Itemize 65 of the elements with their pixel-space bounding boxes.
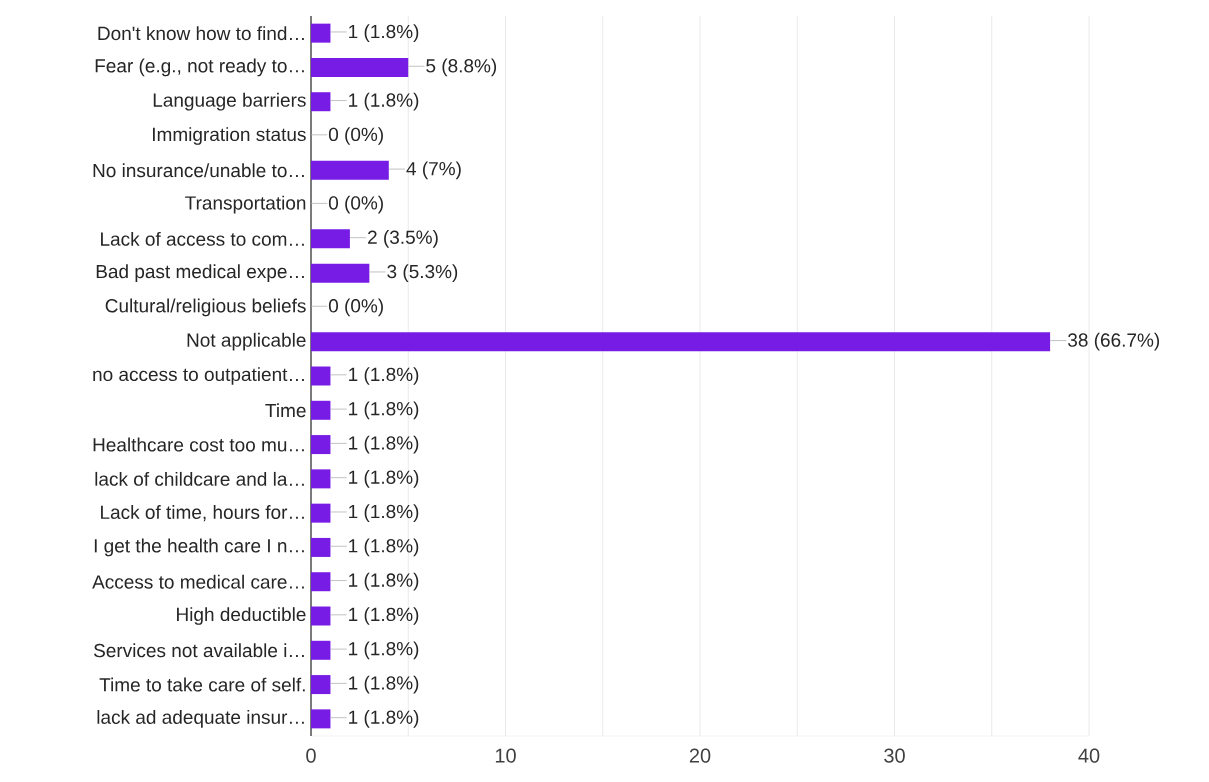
data-label: 1 (1.8%) — [349, 572, 419, 591]
x-tick-label: 20 — [689, 748, 711, 763]
data-label: 4 (7%) — [406, 161, 461, 180]
data-label: 5 (8.8%) — [426, 58, 497, 77]
bar — [311, 263, 370, 283]
bar — [311, 675, 331, 695]
data-label: 1 (1.8%) — [349, 435, 419, 454]
bar — [311, 640, 331, 660]
bar — [311, 160, 389, 180]
y-tick-label: Language barriers — [153, 92, 306, 111]
y-tick-label: High deductible — [177, 607, 306, 625]
y-tick-label: No insurance/unable to… — [93, 163, 304, 178]
data-label: 1 (1.8%) — [349, 92, 419, 111]
x-tick-label: 10 — [495, 748, 516, 763]
y-tick-label: no access to outpatient… — [93, 367, 304, 385]
y-tick-label: Access to medical care… — [92, 574, 304, 589]
data-label: 1 (1.8%) — [349, 401, 419, 420]
y-tick-label: Bad past medical expe… — [96, 264, 304, 282]
bar — [311, 366, 331, 386]
data-label: 1 (1.8%) — [349, 504, 419, 523]
data-label: 1 (1.8%) — [349, 675, 419, 694]
bar — [311, 23, 331, 43]
y-tick-label: Don't know how to find… — [98, 26, 304, 41]
y-tick-label: lack ad adequate insur… — [97, 710, 304, 728]
bar — [311, 57, 409, 77]
y-tick-label: Fear (e.g., not ready to… — [95, 58, 304, 77]
data-label: 3 (5.3%) — [387, 264, 458, 282]
bar — [311, 332, 1051, 352]
y-tick-label: Cultural/religious beliefs — [105, 298, 306, 317]
y-tick-label: Healthcare cost too mu… — [93, 437, 304, 452]
bar — [311, 503, 331, 523]
x-tick-label: 0 — [306, 748, 316, 763]
data-label: 38 (66.7%) — [1068, 332, 1160, 351]
y-tick-label: lack of childcare and la… — [95, 471, 304, 486]
bar — [311, 400, 331, 420]
data-label: 0 (0%) — [328, 195, 383, 214]
data-label: 1 (1.8%) — [349, 710, 419, 728]
bar — [311, 92, 331, 112]
y-tick-label: Not applicable — [187, 332, 306, 351]
y-tick-label: I get the health care I n… — [94, 538, 304, 557]
data-label: 1 (1.8%) — [349, 470, 419, 488]
bar — [311, 435, 331, 455]
data-label: 1 (1.8%) — [349, 367, 419, 385]
data-label: 0 (0%) — [328, 298, 383, 317]
y-tick-label: Immigration status — [153, 127, 306, 145]
data-label: 2 (3.5%) — [368, 230, 438, 248]
bar — [311, 229, 350, 249]
y-tick-label: Time to take care of self. — [99, 677, 305, 692]
data-label: 1 (1.8%) — [349, 607, 419, 625]
bar — [311, 469, 331, 489]
y-tick-label: Time — [265, 403, 306, 418]
bar — [311, 606, 331, 626]
y-tick-label: Lack of access to com… — [101, 231, 304, 246]
bar — [311, 537, 331, 557]
data-label: 1 (1.8%) — [349, 24, 419, 42]
bar — [311, 709, 331, 729]
y-tick-label: Lack of time, hours for… — [101, 505, 304, 522]
y-tick-label: Services not available i… — [94, 643, 304, 658]
x-tick-label: 40 — [1078, 748, 1100, 763]
data-label: 1 (1.8%) — [349, 538, 419, 557]
x-tick-label: 30 — [884, 748, 905, 763]
bar — [311, 572, 331, 592]
data-label: 0 (0%) — [328, 127, 383, 145]
y-tick-label: Transportation — [185, 195, 306, 214]
data-label: 1 (1.8%) — [349, 641, 419, 660]
